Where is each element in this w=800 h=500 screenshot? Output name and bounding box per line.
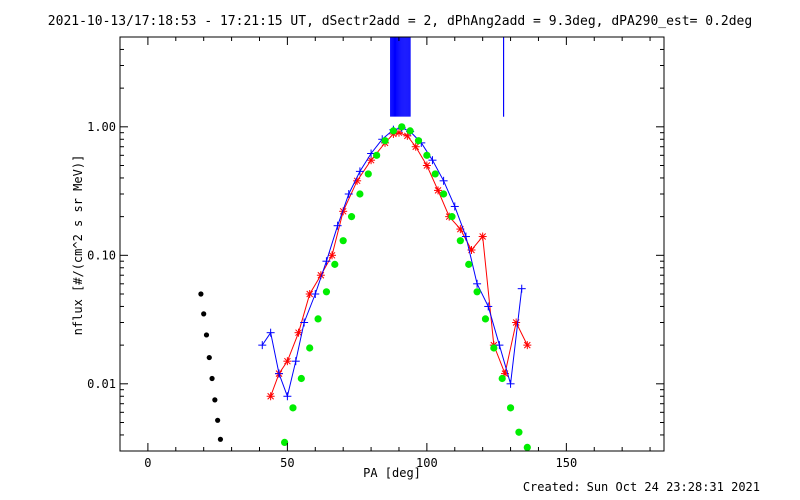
data-point-asterisk: [422, 161, 431, 170]
data-point-asterisk: [523, 341, 532, 350]
data-point-dot: [215, 417, 221, 423]
y-tick-label: 1.00: [87, 120, 116, 134]
plot-frame: [119, 36, 665, 452]
data-point-dot: [364, 170, 372, 178]
created-footer: Created: Sun Oct 24 23:28:31 2021: [523, 480, 760, 494]
data-point-plus: [461, 232, 470, 241]
data-point-plus: [311, 289, 320, 298]
data-point-plus: [333, 221, 342, 230]
x-axis-label: PA [deg]: [363, 466, 421, 480]
data-point-asterisk: [353, 176, 362, 185]
series-line: [270, 132, 528, 397]
data-point-dot: [356, 190, 364, 198]
data-point-plus: [283, 392, 292, 401]
data-point-dot: [209, 375, 215, 382]
data-point-dot: [440, 190, 448, 198]
data-point-plus: [495, 341, 504, 350]
x-tick-label: 150: [556, 456, 578, 470]
data-point-plus: [291, 357, 300, 366]
data-point-dot: [306, 344, 314, 352]
data-point-dot: [414, 137, 423, 145]
data-point-plus: [506, 379, 515, 388]
data-point-asterisk: [512, 318, 521, 327]
data-point-asterisk: [328, 251, 337, 260]
data-point-plus: [484, 302, 493, 311]
data-point-dot: [431, 170, 439, 178]
data-point-dot: [203, 332, 210, 338]
data-point-dot: [331, 260, 339, 268]
data-point-dot: [523, 443, 531, 451]
data-point-plus: [517, 284, 526, 293]
data-point-plus: [300, 318, 309, 327]
data-point-plus: [275, 369, 284, 378]
data-point-dot: [198, 291, 204, 297]
data-point-dot: [206, 354, 212, 361]
data-point-dot: [314, 315, 322, 323]
data-point-plus: [258, 341, 267, 350]
data-point-plus: [439, 176, 448, 185]
data-point-dot: [322, 288, 331, 296]
axes-layer: 0 50 100 150 0.01 0.10 1.00: [87, 36, 664, 470]
data-point-dot: [406, 127, 414, 135]
x-tick-label: 100: [416, 456, 438, 470]
data-point-dot: [339, 237, 347, 245]
data-point-dot: [515, 428, 523, 436]
data-point-dot: [373, 151, 381, 159]
series-line: [261, 127, 523, 398]
data-point-asterisk: [367, 156, 376, 165]
data-point-dot: [498, 374, 506, 383]
data-point-plus: [266, 328, 275, 337]
data-point-dot: [217, 436, 224, 442]
data-point-asterisk: [283, 357, 292, 366]
x-tick-label: 0: [144, 456, 151, 470]
data-point-asterisk: [411, 142, 420, 151]
data-point-dot: [201, 311, 207, 317]
y-tick-label: 0.10: [87, 248, 116, 262]
data-point-plus: [428, 156, 437, 165]
data-point-dot: [212, 397, 218, 403]
data-point-dot: [481, 315, 490, 323]
data-point-dot: [506, 404, 515, 412]
data-point-plus: [344, 190, 353, 199]
data-point-plus: [322, 257, 331, 266]
data-point-dot: [490, 344, 498, 352]
data-point-dot: [347, 213, 356, 221]
data-point-dot: [465, 260, 473, 268]
chart-title: 2021-10-13/17:18:53 - 17:21:15 UT, dSect…: [47, 14, 753, 29]
data-point-asterisk: [266, 392, 275, 401]
data-layer: [198, 37, 532, 451]
data-point-dot: [381, 137, 389, 145]
data-point-dot: [473, 288, 481, 296]
data-point-asterisk: [478, 232, 487, 241]
x-tick-label: 50: [280, 456, 294, 470]
data-point-asterisk: [294, 328, 303, 337]
data-point-dot: [456, 237, 464, 245]
data-point-dot: [297, 374, 305, 383]
data-point-dot: [423, 151, 431, 159]
created-timestamp: Sun Oct 24 23:28:31 2021: [586, 480, 760, 494]
data-point-plus: [355, 167, 364, 176]
data-point-asterisk: [305, 289, 314, 298]
y-tick-label: 0.01: [87, 377, 116, 391]
data-point-dot: [448, 213, 456, 221]
y-axis-label: nflux [#/(cm^2 s sr MeV)]: [71, 155, 85, 336]
data-point-plus: [450, 202, 459, 211]
data-point-asterisk: [434, 186, 443, 195]
data-point-dot: [389, 127, 397, 135]
data-point-plus: [473, 279, 482, 288]
data-point-dot: [398, 123, 406, 131]
data-point-dot: [280, 438, 289, 446]
data-point-dot: [289, 404, 297, 412]
created-label: Created:: [522, 480, 581, 494]
